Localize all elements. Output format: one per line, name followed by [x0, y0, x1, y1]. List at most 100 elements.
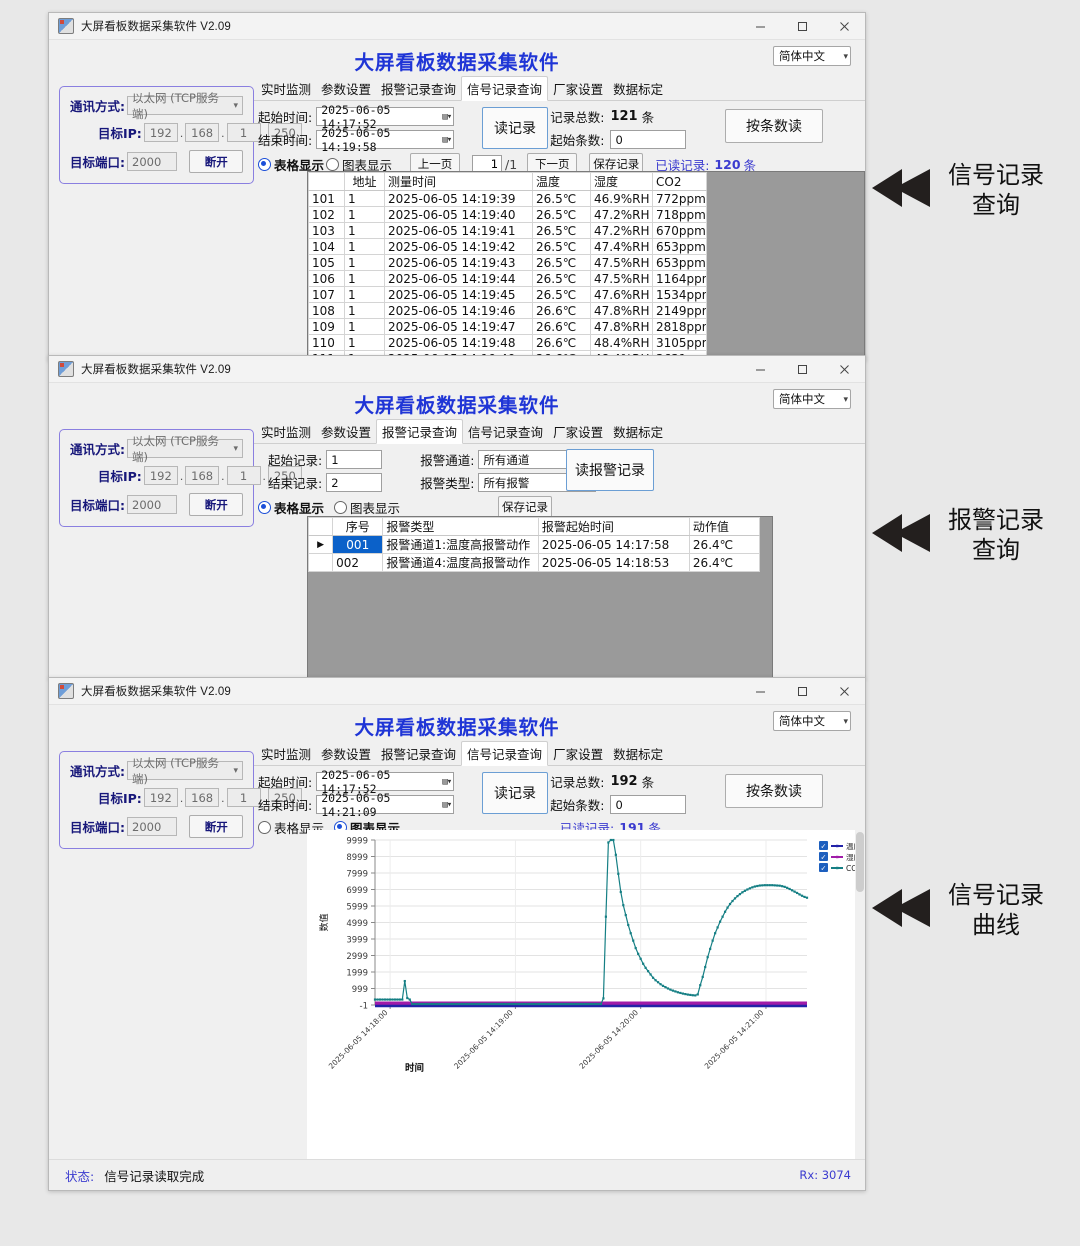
window-controls[interactable]: [739, 356, 865, 382]
ip-octet-1[interactable]: 192: [143, 788, 178, 807]
table-row[interactable]: 104 1 2025-06-05 14:19:42 26.5℃ 47.4%RH 653pp…: [308, 238, 707, 255]
tab-bar[interactable]: 实时监测 参数设置 报警记录查询 信号记录查询 厂家设置 数据标定: [254, 419, 865, 444]
signal-record-table[interactable]: 地址 测量时间 温度 湿度 CO2 101 1 2025-06-05 14:19:39 26.5…: [308, 172, 707, 359]
window-controls[interactable]: [739, 13, 865, 39]
minimize-icon[interactable]: [739, 13, 781, 45]
calendar-spinner-icon[interactable]: ▤▾: [442, 111, 452, 122]
table-row[interactable]: 106 1 2025-06-05 14:19:44 26.5℃ 47.5%RH 1164p…: [308, 270, 707, 287]
start-count-input[interactable]: 0: [610, 795, 687, 814]
start-count-input[interactable]: 0: [610, 130, 687, 149]
ip-octet-1[interactable]: 192: [143, 466, 178, 485]
column-header[interactable]: [308, 172, 345, 191]
tab-signal-query[interactable]: 信号记录查询: [461, 741, 549, 766]
read-record-button[interactable]: 读记录: [482, 107, 548, 149]
window-alarm-record-query[interactable]: 大屏看板数据采集软件 V2.09 大屏看板数据采集软件 简体中文 ▾ 通讯方式:: [48, 355, 866, 679]
signal-record-table-wrap[interactable]: 地址 测量时间 温度 湿度 CO2 101 1 2025-06-05 14:19:39 26.5…: [307, 171, 865, 360]
column-header[interactable]: 报警类型: [382, 517, 539, 536]
ip-input-group[interactable]: 192 . 168 . 1 . 250: [143, 466, 302, 485]
table-row[interactable]: 105 1 2025-06-05 14:19:43 26.5℃ 47.5%RH 653pp…: [308, 254, 707, 271]
tab-alarm-query[interactable]: 报警记录查询: [381, 82, 457, 97]
tab-calibration[interactable]: 数据标定: [613, 82, 664, 97]
target-port-input[interactable]: 2000: [127, 495, 178, 514]
table-row[interactable]: 107 1 2025-06-05 14:19:45 26.5℃ 47.6%RH 1534p…: [308, 286, 707, 303]
ip-octet-3[interactable]: 1: [226, 123, 261, 142]
maximize-icon[interactable]: [781, 356, 823, 382]
signal-chart[interactable]: -1 999 1999 2999 3999 4999 5999 6999 7999 8999 999…: [307, 830, 865, 1160]
disconnect-button[interactable]: 断开: [189, 815, 243, 838]
column-header[interactable]: 序号: [332, 517, 384, 536]
tab-params[interactable]: 参数设置: [321, 82, 372, 97]
read-alarm-record-button[interactable]: 读报警记录: [566, 449, 654, 491]
table-row[interactable]: ▶ 001 报警通道1:温度高报警动作 2025-06-05 14:17:58 26.4…: [308, 535, 761, 554]
target-port-input[interactable]: 2000: [127, 817, 178, 836]
column-header[interactable]: 地址: [344, 172, 385, 191]
chart-scrollbar-thumb[interactable]: [856, 832, 864, 892]
target-port-input[interactable]: 2000: [127, 152, 178, 171]
ip-input-group[interactable]: 192 . 168 . 1 . 250: [143, 788, 302, 807]
close-icon[interactable]: [823, 13, 865, 39]
alarm-record-table-wrap[interactable]: 序号 报警类型 报警起始时间 动作值 ▶ 001 报警通道1:温度高报警动作 2025-06-…: [307, 516, 773, 678]
column-header[interactable]: [308, 517, 334, 536]
chart-scrollbar[interactable]: [855, 830, 865, 1160]
radio-table-display[interactable]: 表格显示: [258, 155, 324, 174]
start-record-input[interactable]: 1: [326, 450, 383, 469]
save-record-button[interactable]: 保存记录: [498, 496, 553, 518]
table-row[interactable]: 102 1 2025-06-05 14:19:40 26.5℃ 47.2%RH 718pp…: [308, 206, 707, 223]
ip-octet-3[interactable]: 1: [226, 466, 261, 485]
ip-octet-3[interactable]: 1: [226, 788, 261, 807]
minimize-icon[interactable]: [739, 356, 781, 388]
tab-realtime[interactable]: 实时监测: [261, 747, 312, 762]
tab-bar[interactable]: 实时监测 参数设置 报警记录查询 信号记录查询 厂家设置 数据标定: [254, 76, 865, 101]
ip-octet-4[interactable]: 250: [267, 788, 302, 807]
table-row[interactable]: 109 1 2025-06-05 14:19:47 26.6℃ 47.8%RH 2818p…: [308, 318, 707, 335]
column-header[interactable]: 湿度: [590, 172, 653, 191]
tab-calibration[interactable]: 数据标定: [613, 747, 664, 762]
language-select[interactable]: 简体中文 ▾: [773, 389, 851, 409]
end-time-input[interactable]: 2025-06-05 14:21:09 ▤▾: [316, 791, 455, 819]
table-row[interactable]: 002 报警通道4:温度高报警动作 2025-06-05 14:18:53 26.4℃: [308, 553, 761, 572]
radio-chart-display[interactable]: 图表显示: [334, 498, 400, 517]
column-header[interactable]: 测量时间: [384, 172, 533, 191]
calendar-spinner-icon[interactable]: ▤▾: [442, 776, 452, 787]
close-icon[interactable]: [823, 356, 865, 382]
window-signal-record-chart[interactable]: 大屏看板数据采集软件 V2.09 大屏看板数据采集软件 简体中文 ▾ 通讯方式:: [48, 677, 866, 1191]
tab-realtime[interactable]: 实时监测: [261, 82, 312, 97]
save-record-button[interactable]: 保存记录: [589, 153, 644, 175]
ip-octet-2[interactable]: 168: [185, 123, 220, 142]
language-select[interactable]: 简体中文 ▾: [773, 711, 851, 731]
ip-octet-1[interactable]: 192: [143, 123, 178, 142]
tab-factory[interactable]: 厂家设置: [553, 425, 604, 440]
read-by-count-button[interactable]: 按条数读: [725, 774, 823, 808]
tab-signal-query[interactable]: 信号记录查询: [461, 76, 549, 101]
column-header[interactable]: CO2: [652, 172, 707, 191]
comm-mode-select[interactable]: 以太网 (TCP服务端) ▾: [127, 756, 243, 786]
disconnect-button[interactable]: 断开: [189, 150, 243, 173]
column-header[interactable]: 温度: [532, 172, 591, 191]
table-row[interactable]: 108 1 2025-06-05 14:19:46 26.6℃ 47.8%RH 2149p…: [308, 302, 707, 319]
table-row[interactable]: 103 1 2025-06-05 14:19:41 26.5℃ 47.2%RH 670pp…: [308, 222, 707, 239]
tab-params[interactable]: 参数设置: [321, 425, 372, 440]
window-signal-record-query[interactable]: 大屏看板数据采集软件 V2.09 大屏看板数据采集软件 简体中文 ▾ 通讯方式:: [48, 12, 866, 361]
ip-octet-2[interactable]: 168: [185, 788, 220, 807]
maximize-icon[interactable]: [781, 13, 823, 39]
tab-alarm-query[interactable]: 报警记录查询: [381, 747, 457, 762]
calendar-spinner-icon[interactable]: ▤▾: [442, 799, 452, 810]
comm-mode-select[interactable]: 以太网 (TCP服务端) ▾: [127, 91, 243, 121]
alarm-record-table[interactable]: 序号 报警类型 报警起始时间 动作值 ▶ 001 报警通道1:温度高报警动作 2025-06-…: [308, 517, 761, 572]
tab-params[interactable]: 参数设置: [321, 747, 372, 762]
calendar-spinner-icon[interactable]: ▤▾: [442, 134, 452, 145]
tab-calibration[interactable]: 数据标定: [613, 425, 664, 440]
ip-octet-4[interactable]: 250: [267, 123, 302, 142]
ip-input-group[interactable]: 192 . 168 . 1 . 250: [143, 123, 302, 142]
tab-factory[interactable]: 厂家设置: [553, 747, 604, 762]
minimize-icon[interactable]: [739, 678, 781, 710]
end-record-input[interactable]: 2: [326, 473, 383, 492]
tab-bar[interactable]: 实时监测 参数设置 报警记录查询 信号记录查询 厂家设置 数据标定: [254, 741, 865, 766]
column-header[interactable]: 动作值: [688, 517, 761, 536]
start-time-input[interactable]: 2025-06-05 14:17:52 ▤▾: [316, 103, 455, 131]
end-time-input[interactable]: 2025-06-05 14:19:58 ▤▾: [316, 126, 455, 154]
ip-octet-2[interactable]: 168: [185, 466, 220, 485]
maximize-icon[interactable]: [781, 678, 823, 704]
radio-chart-display[interactable]: 图表显示: [326, 155, 392, 174]
table-row[interactable]: 101 1 2025-06-05 14:19:39 26.5℃ 46.9%RH 772pp…: [308, 190, 707, 207]
